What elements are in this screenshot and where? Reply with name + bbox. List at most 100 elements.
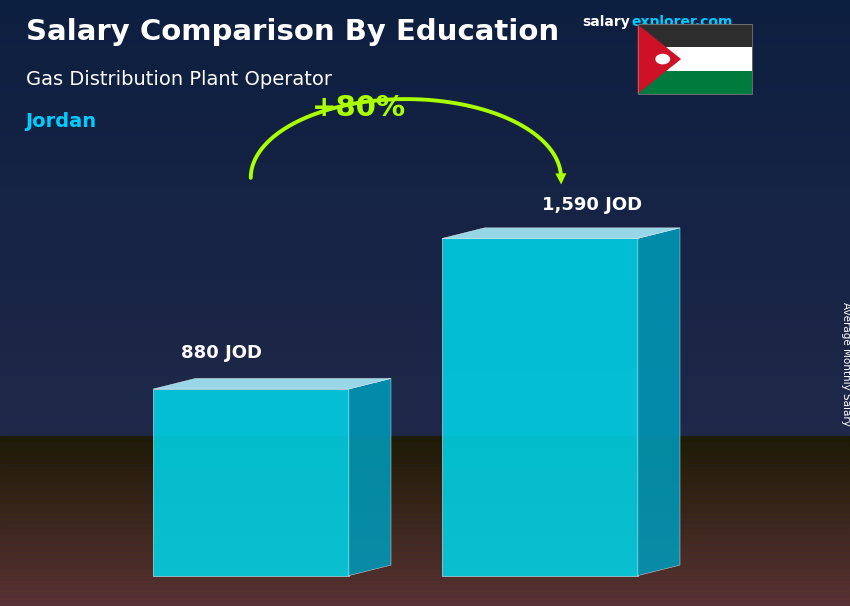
Bar bbox=[0, 454, 850, 456]
Bar bbox=[0, 592, 850, 594]
Bar bbox=[0, 558, 850, 559]
Bar bbox=[0, 525, 850, 527]
Bar bbox=[0, 89, 850, 91]
Bar bbox=[0, 107, 850, 109]
Bar bbox=[0, 440, 850, 441]
Bar bbox=[0, 35, 850, 36]
Bar bbox=[0, 178, 850, 180]
Bar bbox=[0, 534, 850, 536]
Bar bbox=[0, 79, 850, 81]
Bar bbox=[0, 451, 850, 453]
Bar bbox=[0, 526, 850, 528]
Bar bbox=[0, 344, 850, 345]
Bar bbox=[0, 571, 850, 574]
Bar bbox=[0, 378, 850, 380]
Bar bbox=[0, 256, 850, 259]
Bar bbox=[0, 97, 850, 99]
Bar bbox=[0, 115, 850, 117]
Bar bbox=[0, 531, 850, 533]
Bar bbox=[0, 165, 850, 168]
Text: +80%: +80% bbox=[312, 94, 406, 122]
Bar bbox=[0, 557, 850, 559]
Bar bbox=[0, 202, 850, 204]
Bar bbox=[0, 577, 850, 579]
Bar bbox=[0, 574, 850, 576]
Bar bbox=[0, 540, 850, 542]
Bar bbox=[0, 194, 850, 196]
Bar bbox=[0, 550, 850, 551]
Bar bbox=[0, 16, 850, 18]
Bar bbox=[0, 487, 850, 489]
Bar bbox=[0, 402, 850, 404]
Bar bbox=[0, 406, 850, 408]
Bar bbox=[0, 230, 850, 232]
Bar bbox=[0, 186, 850, 188]
Bar bbox=[0, 416, 850, 418]
Bar bbox=[0, 442, 850, 444]
Bar bbox=[0, 584, 850, 585]
Bar bbox=[0, 168, 850, 170]
Bar bbox=[0, 265, 850, 267]
Bar bbox=[0, 374, 850, 376]
Bar bbox=[0, 22, 850, 24]
Bar bbox=[0, 582, 850, 584]
Bar bbox=[0, 588, 850, 590]
Bar bbox=[0, 14, 850, 16]
Bar bbox=[0, 584, 850, 586]
Bar bbox=[0, 214, 850, 216]
Bar bbox=[0, 538, 850, 539]
Bar bbox=[0, 388, 850, 390]
Bar bbox=[0, 443, 850, 445]
Bar bbox=[0, 139, 850, 141]
Bar bbox=[0, 392, 850, 394]
Bar bbox=[0, 145, 850, 147]
Bar bbox=[0, 507, 850, 509]
Bar bbox=[0, 547, 850, 550]
Bar bbox=[0, 551, 850, 553]
Bar bbox=[0, 528, 850, 530]
Bar bbox=[0, 338, 850, 339]
Bar bbox=[0, 564, 850, 565]
Bar bbox=[0, 599, 850, 601]
Bar bbox=[0, 182, 850, 184]
Bar bbox=[0, 511, 850, 513]
Bar bbox=[0, 570, 850, 572]
Bar bbox=[0, 0, 850, 2]
Bar bbox=[0, 208, 850, 210]
Bar bbox=[0, 309, 850, 311]
Bar bbox=[0, 468, 850, 471]
Bar bbox=[0, 596, 850, 598]
Bar bbox=[0, 586, 850, 588]
Bar bbox=[0, 384, 850, 386]
Bar bbox=[0, 465, 850, 467]
Bar bbox=[0, 323, 850, 325]
Bar bbox=[0, 267, 850, 268]
Bar bbox=[0, 567, 850, 568]
Bar bbox=[0, 444, 850, 447]
Bar bbox=[0, 533, 850, 535]
Bar bbox=[0, 235, 850, 236]
Bar bbox=[0, 543, 850, 545]
Bar bbox=[0, 289, 850, 291]
Bar bbox=[0, 487, 850, 489]
Bar bbox=[0, 311, 850, 313]
Polygon shape bbox=[442, 238, 638, 576]
Bar bbox=[0, 156, 850, 158]
Bar bbox=[0, 593, 850, 594]
Bar bbox=[0, 350, 850, 351]
Bar bbox=[0, 386, 850, 388]
Bar bbox=[0, 210, 850, 212]
Bar bbox=[0, 190, 850, 192]
Bar bbox=[0, 539, 850, 541]
Bar bbox=[0, 579, 850, 581]
Bar bbox=[0, 547, 850, 548]
Bar bbox=[0, 559, 850, 560]
Bar bbox=[0, 564, 850, 565]
Bar bbox=[0, 436, 850, 438]
Bar bbox=[0, 468, 850, 470]
Bar bbox=[0, 420, 850, 422]
Bar bbox=[0, 59, 850, 61]
Bar bbox=[0, 65, 850, 67]
Text: 880 JOD: 880 JOD bbox=[181, 344, 262, 362]
Bar bbox=[0, 353, 850, 356]
